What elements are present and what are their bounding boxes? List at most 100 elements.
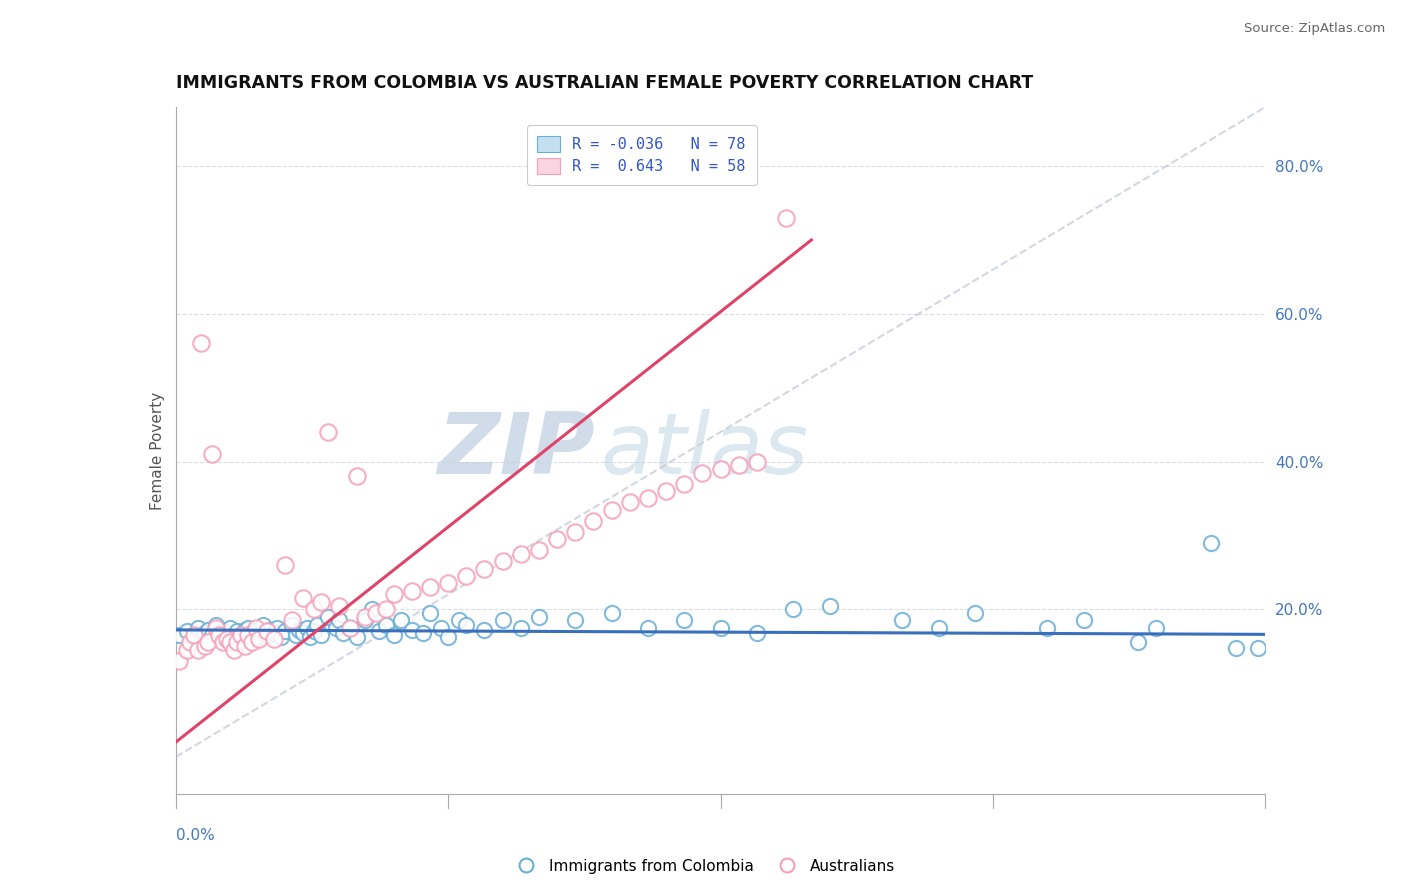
Point (782, 602, 804, 616)
Point (252, 618, 274, 632)
Point (474, 561, 496, 575)
Point (447, 613, 470, 627)
Point (600, 606, 623, 620)
Point (318, 609, 340, 624)
Point (222, 643, 245, 657)
Point (247, 632, 270, 646)
Point (197, 635, 219, 649)
Point (222, 630, 245, 644)
Point (430, 621, 453, 635)
Point (208, 630, 231, 644)
Point (745, 454, 768, 468)
Point (692, 466, 714, 480)
Point (419, 580, 441, 594)
Point (582, 514, 605, 528)
Point (745, 626, 768, 640)
Point (332, 626, 354, 640)
Legend: R = -0.036   N = 78, R =  0.643   N = 58: R = -0.036 N = 78, R = 0.643 N = 58 (527, 125, 756, 185)
Point (204, 621, 226, 635)
Point (233, 623, 256, 637)
Point (240, 626, 263, 640)
Point (259, 623, 281, 637)
Point (219, 635, 242, 649)
Point (456, 618, 478, 632)
Point (1247, 640, 1270, 655)
Point (564, 524, 586, 539)
Point (219, 621, 242, 635)
Point (299, 630, 322, 644)
Point (176, 643, 198, 657)
Point (727, 458, 749, 473)
Point (245, 621, 267, 635)
Point (891, 613, 914, 627)
Point (256, 624, 278, 639)
Point (364, 606, 387, 620)
Point (382, 587, 405, 601)
Text: IMMIGRANTS FROM COLOMBIA VS AUSTRALIAN FEMALE POVERTY CORRELATION CHART: IMMIGRANTS FROM COLOMBIA VS AUSTRALIAN F… (176, 74, 1033, 92)
Point (492, 554, 515, 568)
Point (194, 626, 217, 640)
Point (238, 628, 260, 642)
Point (1199, 535, 1222, 549)
Y-axis label: Female Poverty: Female Poverty (149, 392, 165, 509)
Point (226, 624, 249, 639)
Point (655, 484, 678, 499)
Point (231, 628, 253, 642)
Point (527, 543, 550, 558)
Point (302, 624, 325, 639)
Point (238, 621, 260, 635)
Point (637, 491, 659, 506)
Point (240, 635, 263, 649)
Point (307, 618, 329, 632)
Point (190, 336, 212, 351)
Point (619, 495, 641, 509)
Point (710, 462, 733, 476)
Point (212, 635, 235, 649)
Point (673, 476, 696, 491)
Point (474, 623, 496, 637)
Point (183, 633, 205, 648)
Point (291, 626, 314, 640)
Point (256, 628, 278, 642)
Point (274, 558, 297, 572)
Point (274, 624, 297, 639)
Point (318, 425, 340, 439)
Point (328, 599, 350, 613)
Point (281, 618, 304, 632)
Point (186, 621, 209, 635)
Point (963, 606, 986, 620)
Point (339, 621, 361, 635)
Text: ZIP: ZIP (437, 409, 595, 492)
Point (263, 632, 285, 646)
Point (212, 624, 235, 639)
Point (637, 621, 659, 635)
Point (375, 618, 398, 632)
Point (818, 599, 841, 613)
Point (201, 447, 224, 461)
Point (247, 630, 270, 644)
Point (291, 591, 314, 606)
Text: 0.0%: 0.0% (176, 828, 215, 843)
Point (281, 613, 304, 627)
Point (194, 639, 217, 653)
Point (197, 623, 219, 637)
Point (309, 595, 332, 609)
Point (401, 583, 423, 598)
Point (375, 602, 398, 616)
Point (309, 628, 332, 642)
Point (1073, 613, 1095, 627)
Point (233, 639, 256, 653)
Point (245, 624, 267, 639)
Point (509, 621, 531, 635)
Point (456, 569, 478, 583)
Point (201, 628, 224, 642)
Point (263, 626, 285, 640)
Point (775, 211, 797, 225)
Legend: Immigrants from Colombia, Australians: Immigrants from Colombia, Australians (505, 853, 901, 880)
Point (673, 613, 696, 627)
Point (295, 621, 318, 635)
Point (600, 502, 623, 516)
Point (353, 609, 375, 624)
Point (353, 613, 375, 627)
Point (288, 623, 311, 637)
